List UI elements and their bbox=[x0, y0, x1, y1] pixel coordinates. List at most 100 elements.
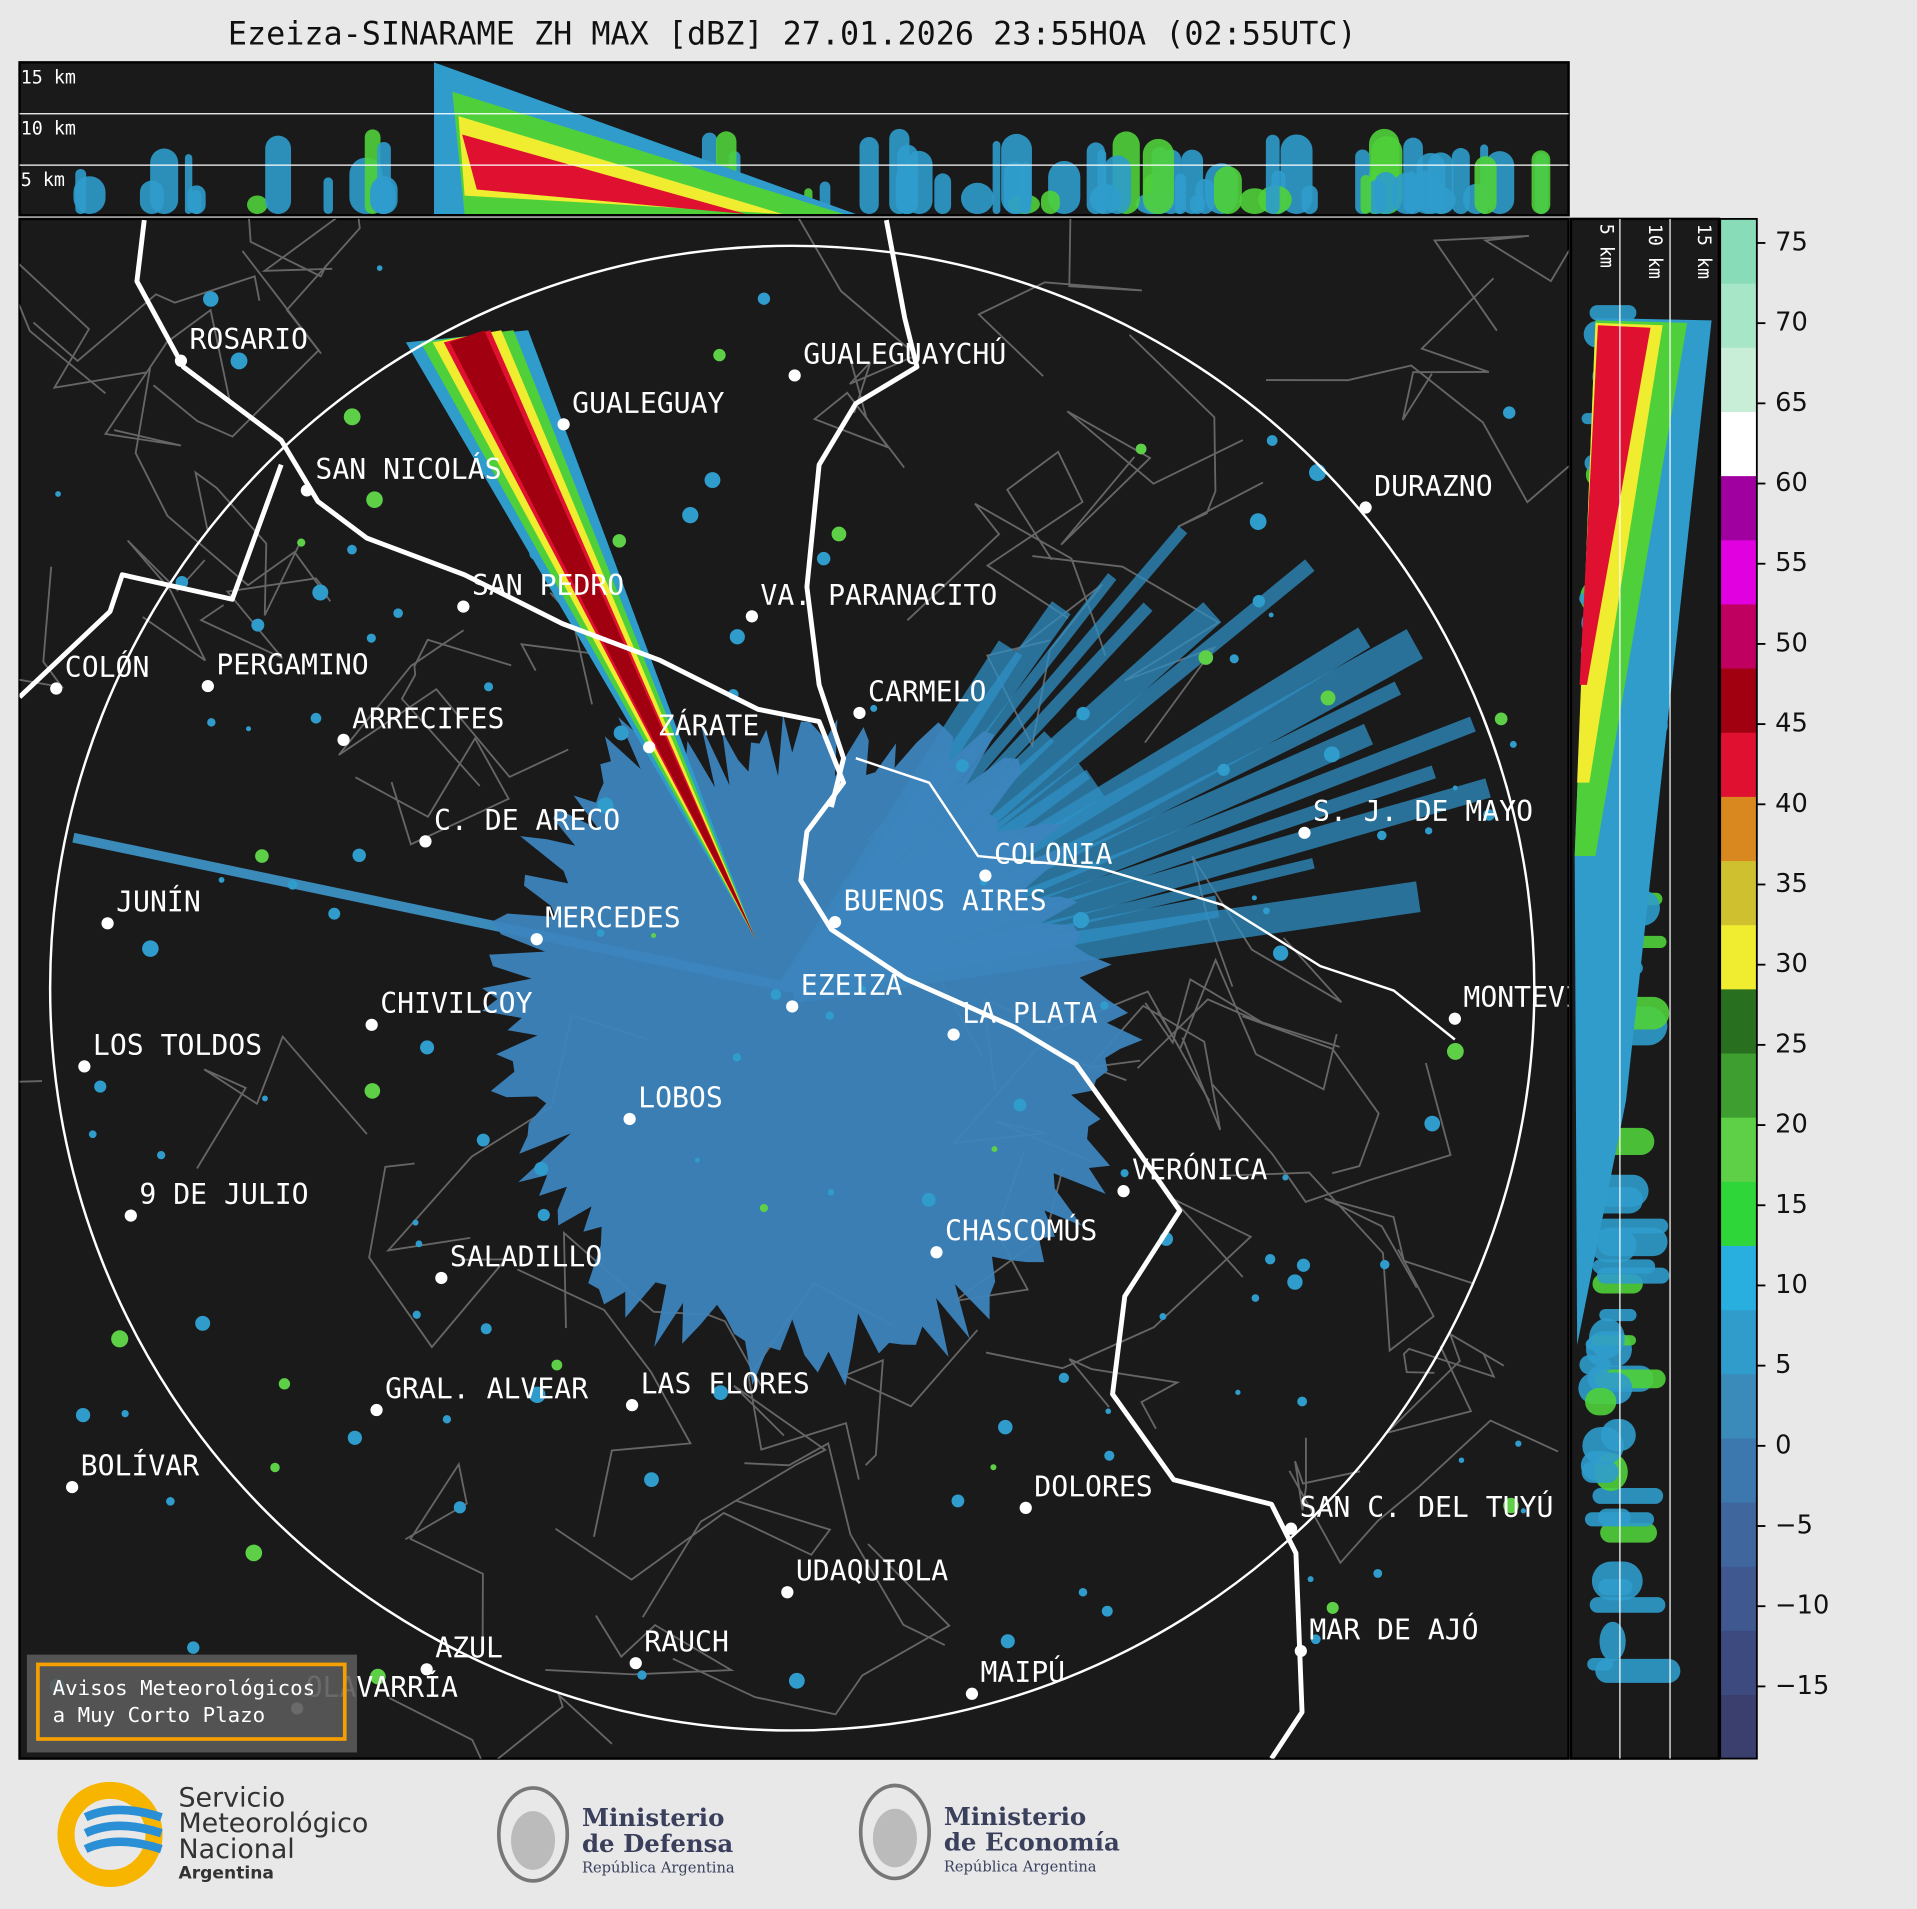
echo-streak bbox=[449, 330, 756, 940]
seal-inner bbox=[872, 1808, 917, 1868]
city-dot bbox=[78, 1060, 91, 1073]
echo-cell bbox=[94, 1080, 107, 1093]
city-dot bbox=[1294, 1644, 1307, 1658]
border bbox=[194, 470, 302, 616]
colorbar-tick-label: 30 bbox=[1775, 949, 1808, 979]
echo-cell bbox=[1504, 1501, 1512, 1509]
colorbar-band bbox=[1720, 1052, 1757, 1118]
echo bbox=[75, 168, 87, 215]
warning-text: Avisos Meteorológicos bbox=[53, 1676, 316, 1700]
city-label: SAN NICOLÁS bbox=[315, 452, 501, 486]
echo-cell bbox=[218, 877, 225, 883]
echo-cell bbox=[998, 1419, 1013, 1435]
city-label: MERCEDES bbox=[545, 902, 680, 935]
echo-cell bbox=[1287, 1274, 1303, 1290]
city-dot bbox=[781, 1586, 794, 1599]
echo bbox=[905, 150, 933, 215]
echo-cell bbox=[1104, 1450, 1115, 1461]
city-label: S. J. DE MAYO bbox=[1313, 795, 1533, 828]
echo-cell bbox=[187, 1641, 200, 1654]
echo-cell bbox=[827, 1189, 835, 1196]
seal-inner bbox=[511, 1811, 556, 1870]
seal bbox=[858, 1783, 931, 1881]
city-label: PERGAMINO bbox=[216, 648, 368, 681]
border bbox=[248, 218, 328, 278]
border bbox=[1324, 1197, 1474, 1289]
colorbar-band bbox=[1720, 283, 1757, 348]
colorbar-band bbox=[1720, 1309, 1757, 1375]
city-dot bbox=[745, 610, 758, 623]
echo bbox=[1041, 190, 1060, 215]
border bbox=[196, 1034, 368, 1169]
echo-cell bbox=[55, 491, 61, 497]
echo-cell bbox=[1509, 740, 1517, 748]
echo-cell bbox=[412, 1310, 421, 1319]
echo-cell bbox=[859, 985, 867, 992]
echo-cell bbox=[1483, 809, 1495, 821]
logo-text: Argentina bbox=[178, 1864, 273, 1884]
colorbar-band bbox=[1720, 732, 1757, 797]
city-label: COLÓN bbox=[65, 650, 150, 684]
echo-cell bbox=[1101, 1605, 1113, 1617]
city-label: UDAQUIOLA bbox=[796, 1555, 948, 1588]
echo-cell bbox=[1307, 1576, 1314, 1583]
logo-economia: Ministerio de Economía República Argenti… bbox=[858, 1783, 1120, 1881]
border bbox=[1432, 234, 1569, 332]
echo bbox=[1360, 174, 1372, 215]
colorbar-band bbox=[1720, 603, 1757, 669]
colorbar-band bbox=[1720, 539, 1757, 605]
echo-cell bbox=[278, 1378, 291, 1390]
echo-cell bbox=[1105, 1408, 1112, 1415]
echo-cell bbox=[1251, 1294, 1260, 1302]
city-label: LA PLATA bbox=[962, 997, 1097, 1030]
echo-cell bbox=[1309, 464, 1327, 482]
coastline bbox=[19, 463, 284, 699]
border bbox=[1401, 277, 1495, 421]
echo-cell bbox=[1424, 1115, 1441, 1132]
echo-cell bbox=[831, 526, 847, 542]
echo-cell bbox=[921, 1192, 936, 1207]
city-label: CHASCOMÚS bbox=[945, 1214, 1097, 1248]
city-dot bbox=[1019, 1501, 1032, 1514]
colorbar-tick-label: 5 bbox=[1775, 1350, 1791, 1380]
city-dot bbox=[300, 484, 313, 497]
echo-cell bbox=[1217, 763, 1230, 776]
echo-cell bbox=[1446, 1043, 1464, 1060]
echo bbox=[961, 182, 994, 215]
colorbar-frame bbox=[1719, 217, 1758, 1760]
echo-cell bbox=[366, 633, 376, 643]
echo-cell bbox=[637, 1670, 647, 1680]
colorbar-band bbox=[1720, 667, 1757, 733]
echo-cell bbox=[420, 1040, 435, 1055]
city-label: EZEIZA bbox=[801, 969, 903, 1002]
echo-cell bbox=[1072, 911, 1090, 929]
colorbar-band bbox=[1720, 218, 1757, 284]
echo bbox=[1590, 1228, 1637, 1263]
echo-cell bbox=[203, 291, 219, 307]
echo-cell bbox=[1249, 513, 1267, 530]
echo-cell bbox=[1272, 945, 1289, 961]
echo-cell bbox=[951, 1494, 965, 1508]
echo bbox=[1086, 142, 1105, 215]
city-label: JUNÍN bbox=[116, 885, 201, 919]
logo-smn: Servicio Meteorológico Nacional Argentin… bbox=[57, 1781, 368, 1887]
echo bbox=[1595, 1658, 1681, 1683]
colorbar-tick-label: 25 bbox=[1775, 1029, 1808, 1059]
echo-cell bbox=[412, 1219, 419, 1226]
echo-cell bbox=[370, 1668, 386, 1685]
city-label: VERÓNICA bbox=[1132, 1153, 1267, 1187]
echo-cell bbox=[111, 1330, 129, 1348]
echo-cell bbox=[713, 348, 726, 362]
top-echoes: 15 km 10 km 5 km bbox=[19, 62, 1569, 215]
city-label: MONTEVIDEO bbox=[1463, 981, 1632, 1014]
echo-cell bbox=[1320, 690, 1336, 706]
echo-cell bbox=[1502, 406, 1516, 419]
echo bbox=[139, 180, 164, 215]
map-layer: ROSARIO GUALEGUAYCHÚ GUALEGUAY SAN NICOLÁS D… bbox=[19, 218, 1632, 1759]
border bbox=[368, 1162, 508, 1349]
city-label: BOLÍVAR bbox=[81, 1449, 200, 1483]
colorbar-band bbox=[1720, 1566, 1757, 1631]
echo-cell bbox=[1229, 654, 1239, 664]
